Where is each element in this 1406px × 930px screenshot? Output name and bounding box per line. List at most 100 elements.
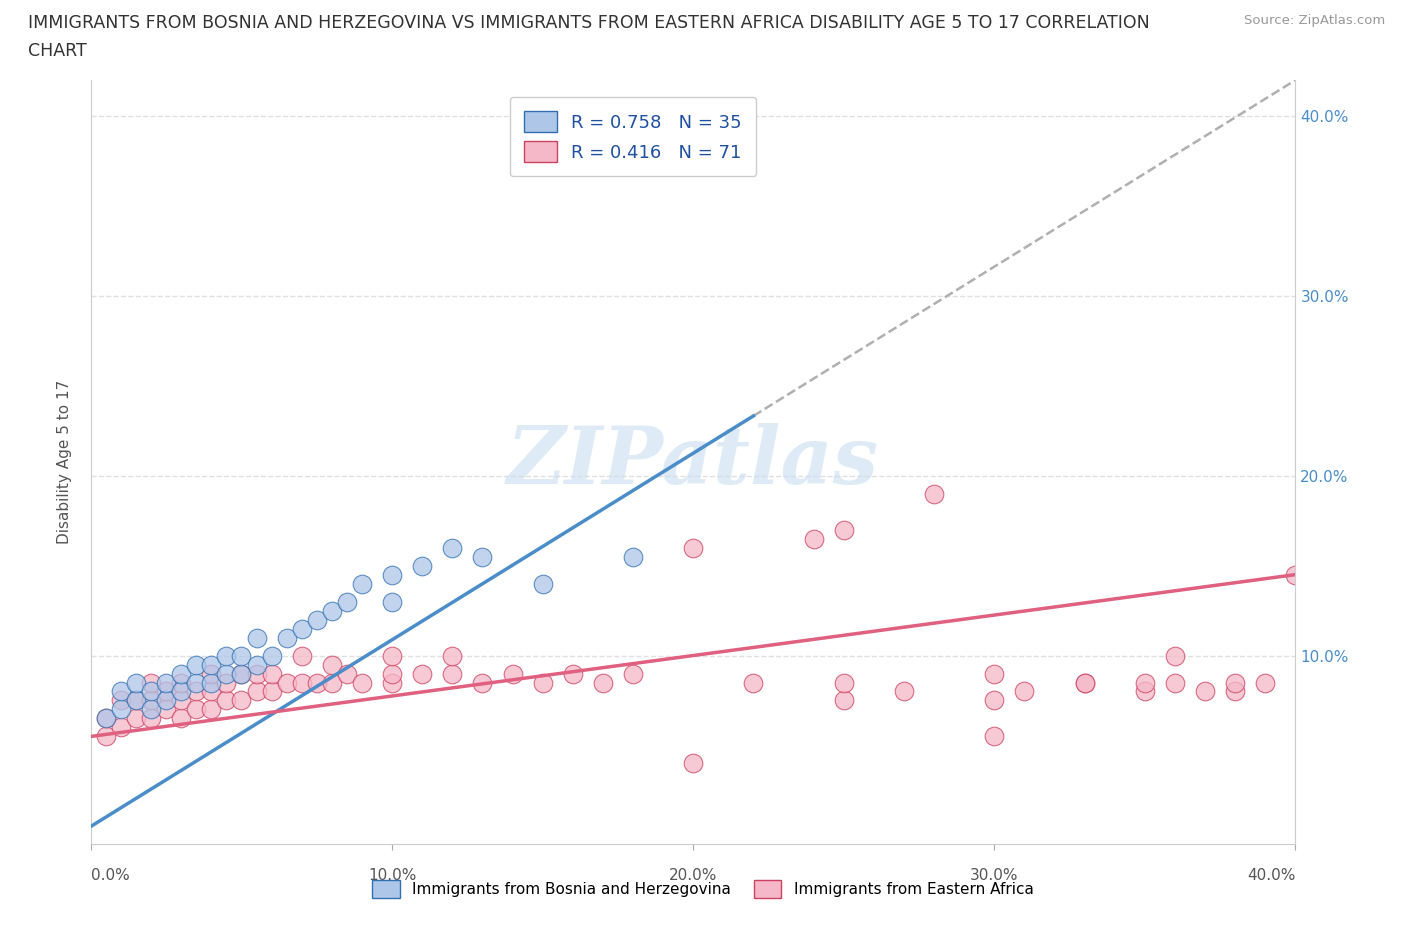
Point <box>110 684 132 699</box>
Point <box>200 658 222 672</box>
Point <box>983 666 1005 681</box>
Point <box>381 594 404 609</box>
Point <box>1164 675 1187 690</box>
Point <box>321 604 343 618</box>
Point <box>1194 684 1216 699</box>
Point <box>441 648 464 663</box>
Point <box>260 666 283 681</box>
Text: ZIPatlas: ZIPatlas <box>508 423 879 501</box>
Point <box>832 693 855 708</box>
Point <box>1073 675 1095 690</box>
Point <box>245 666 267 681</box>
Point <box>170 711 193 726</box>
Text: 40.0%: 40.0% <box>1247 868 1295 883</box>
Point <box>1014 684 1036 699</box>
Point <box>215 675 238 690</box>
Point <box>305 612 328 627</box>
Point <box>141 693 163 708</box>
Point <box>682 756 704 771</box>
Point <box>94 711 117 726</box>
Point <box>260 648 283 663</box>
Point <box>94 729 117 744</box>
Point <box>170 675 193 690</box>
Point <box>922 486 945 501</box>
Point <box>141 702 163 717</box>
Point <box>170 666 193 681</box>
Point <box>186 702 208 717</box>
Point <box>350 577 373 591</box>
Point <box>245 631 267 645</box>
Point <box>1164 648 1187 663</box>
Point <box>200 675 222 690</box>
Point <box>291 675 314 690</box>
Point <box>245 658 267 672</box>
Point <box>200 702 222 717</box>
Point <box>336 594 359 609</box>
Point <box>381 675 404 690</box>
Point <box>983 729 1005 744</box>
Point <box>186 675 208 690</box>
Point <box>215 666 238 681</box>
Point <box>1284 567 1306 582</box>
Y-axis label: Disability Age 5 to 17: Disability Age 5 to 17 <box>58 380 72 544</box>
Point <box>1073 675 1095 690</box>
Point <box>1225 684 1247 699</box>
Text: 30.0%: 30.0% <box>970 868 1018 883</box>
Point <box>155 684 177 699</box>
Point <box>170 684 193 699</box>
Point <box>411 666 433 681</box>
Point <box>682 540 704 555</box>
Point <box>350 675 373 690</box>
Point <box>893 684 915 699</box>
Point <box>621 550 644 565</box>
Point <box>276 675 298 690</box>
Point <box>441 540 464 555</box>
Text: 20.0%: 20.0% <box>669 868 717 883</box>
Point <box>125 693 148 708</box>
Point <box>621 666 644 681</box>
Legend: Immigrants from Bosnia and Herzegovina, Immigrants from Eastern Africa: Immigrants from Bosnia and Herzegovina, … <box>367 874 1039 904</box>
Point <box>305 675 328 690</box>
Point <box>561 666 583 681</box>
Point <box>276 631 298 645</box>
Point <box>502 666 524 681</box>
Point <box>155 702 177 717</box>
Point <box>215 648 238 663</box>
Point <box>411 558 433 573</box>
Point <box>441 666 464 681</box>
Point <box>186 658 208 672</box>
Point <box>471 550 494 565</box>
Point <box>321 658 343 672</box>
Point <box>336 666 359 681</box>
Point <box>531 675 554 690</box>
Text: CHART: CHART <box>28 42 87 60</box>
Point <box>245 684 267 699</box>
Point <box>125 675 148 690</box>
Point <box>200 684 222 699</box>
Point <box>231 693 253 708</box>
Point <box>592 675 614 690</box>
Text: 10.0%: 10.0% <box>368 868 416 883</box>
Point <box>170 693 193 708</box>
Point <box>381 567 404 582</box>
Text: 0.0%: 0.0% <box>91 868 129 883</box>
Point <box>983 693 1005 708</box>
Point <box>803 531 825 546</box>
Legend: R = 0.758   N = 35, R = 0.416   N = 71: R = 0.758 N = 35, R = 0.416 N = 71 <box>510 97 756 177</box>
Text: Source: ZipAtlas.com: Source: ZipAtlas.com <box>1244 14 1385 27</box>
Point <box>231 666 253 681</box>
Point <box>141 684 163 699</box>
Point <box>200 666 222 681</box>
Point <box>186 684 208 699</box>
Point <box>260 684 283 699</box>
Point <box>832 523 855 538</box>
Point <box>321 675 343 690</box>
Point <box>125 693 148 708</box>
Point <box>231 666 253 681</box>
Point <box>291 648 314 663</box>
Point <box>110 702 132 717</box>
Point <box>471 675 494 690</box>
Point <box>531 577 554 591</box>
Point <box>1133 684 1156 699</box>
Point <box>742 675 765 690</box>
